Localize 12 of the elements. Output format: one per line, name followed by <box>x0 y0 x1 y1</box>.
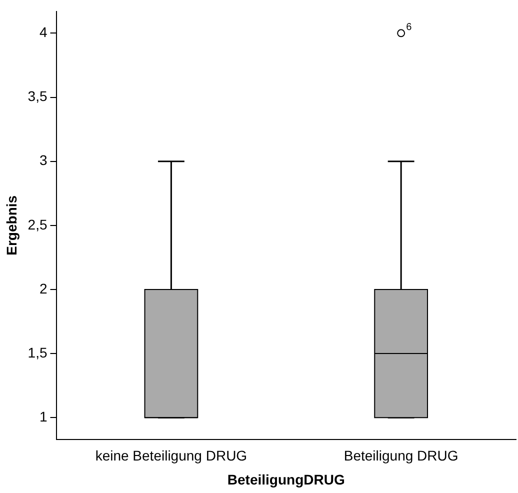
y-tick-label: 3 <box>39 152 48 168</box>
y-tick-label: 1 <box>39 408 48 424</box>
y-tick-label: 1,5 <box>28 344 48 360</box>
y-tick-label: 4 <box>39 24 48 40</box>
y-tick-label: 3,5 <box>28 88 48 104</box>
x-tick-label: keine Beteiligung DRUG <box>95 448 248 464</box>
y-tick-label: 2 <box>39 280 48 296</box>
x-tick-label: Beteiligung DRUG <box>344 448 458 464</box>
x-axis-title: BeteiligungDRUG <box>227 471 345 488</box>
annotation: 6 <box>406 22 412 33</box>
y-tick-label: 2,5 <box>28 216 48 232</box>
y-axis-title: Ergebnis <box>3 195 20 256</box>
